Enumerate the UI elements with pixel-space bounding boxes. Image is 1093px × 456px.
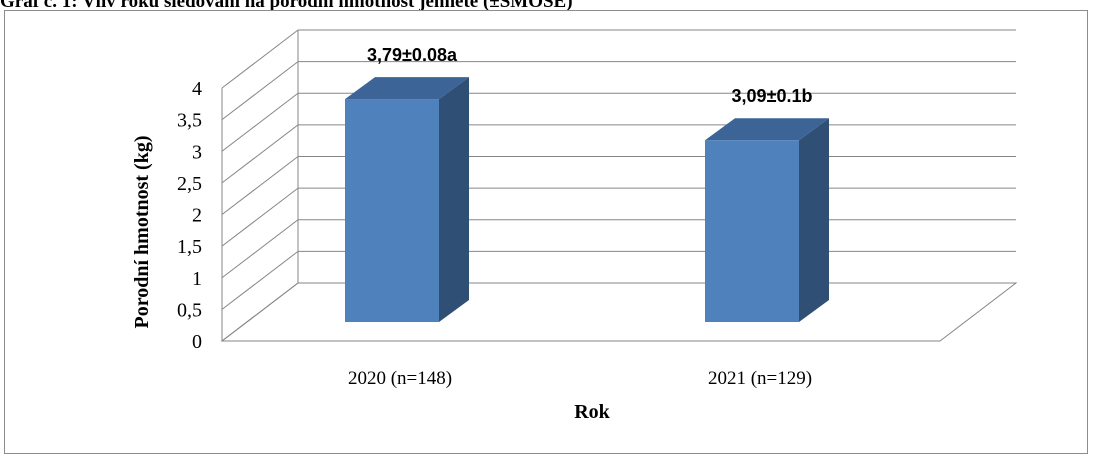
bar-side xyxy=(439,77,469,323)
side-wall-gridline xyxy=(221,61,299,121)
data-label: 3,79±0.08a xyxy=(367,45,458,65)
y-tick-label: 3 xyxy=(192,141,202,163)
x-tick-labels: 2020 (n=148) 2021 (n=129) xyxy=(348,368,812,389)
side-wall-gridline xyxy=(221,124,299,184)
y-tick-label: 0 xyxy=(192,331,202,353)
y-tick-label: 1 xyxy=(192,268,202,290)
y-tick-label: 0,5 xyxy=(177,299,202,321)
bar-top xyxy=(705,118,829,141)
y-tick-label: 3,5 xyxy=(177,110,202,132)
x-tick-label: 2021 (n=129) xyxy=(708,368,812,389)
x-tick-label: 2020 (n=148) xyxy=(348,368,452,389)
side-wall-gridline xyxy=(221,250,299,310)
side-wall-gridline xyxy=(221,156,299,215)
x-axis-title: Rok xyxy=(574,401,610,423)
side-wall-gridline xyxy=(221,187,299,247)
side-wall-gridline xyxy=(221,219,299,279)
gridlines xyxy=(220,29,1018,342)
y-tick-label: 2,5 xyxy=(177,173,202,195)
chart-floor xyxy=(220,282,1018,342)
y-tick-labels: 0 0,5 1 1,5 2 2,5 3 3,5 4 xyxy=(177,78,202,353)
bar xyxy=(345,99,439,323)
y-tick-label: 4 xyxy=(192,78,202,100)
data-label: 3,09±0.1b xyxy=(732,86,813,106)
chart-title: Graf č. 1: Vliv roku sledování na porodn… xyxy=(0,0,573,12)
y-axis-title: Porodní hmotnost (kg) xyxy=(131,136,153,329)
y-tick-label: 2 xyxy=(192,205,202,227)
side-wall-gridline xyxy=(221,92,299,152)
bar xyxy=(705,140,799,322)
y-tick-label: 1,5 xyxy=(177,236,202,258)
side-wall-gridline xyxy=(221,29,299,89)
bar-side xyxy=(799,118,829,323)
bars: 3,79±0.08a 3,09±0.1b xyxy=(345,45,829,323)
chart-frame xyxy=(4,10,1088,454)
bar-top xyxy=(345,77,469,100)
